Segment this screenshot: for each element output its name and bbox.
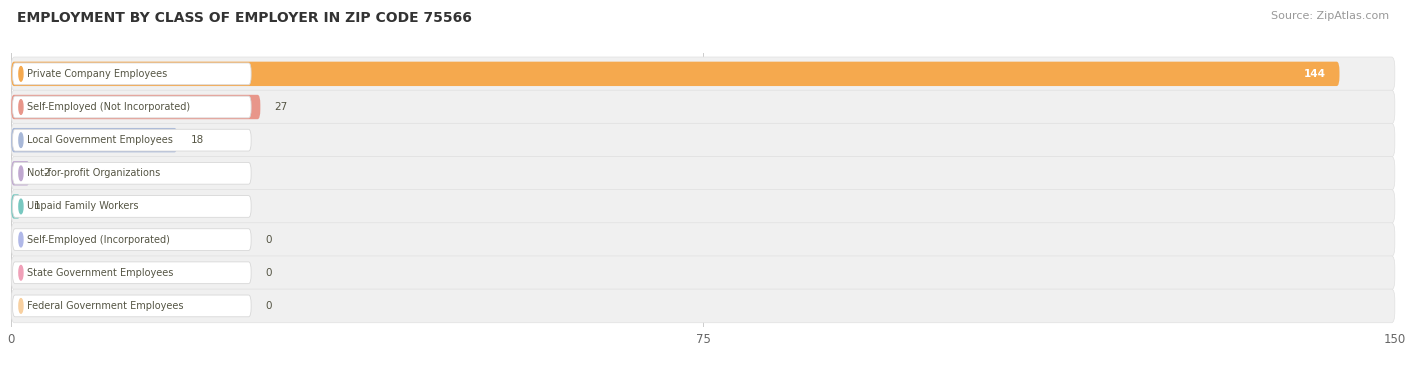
Text: 0: 0 <box>264 301 271 311</box>
Circle shape <box>18 133 22 147</box>
FancyBboxPatch shape <box>13 262 252 284</box>
FancyBboxPatch shape <box>13 229 252 250</box>
Circle shape <box>18 67 22 81</box>
Text: Unpaid Family Workers: Unpaid Family Workers <box>27 202 139 211</box>
Text: 27: 27 <box>274 102 287 112</box>
Text: 0: 0 <box>264 268 271 278</box>
FancyBboxPatch shape <box>11 156 1395 190</box>
Circle shape <box>18 199 22 214</box>
Text: Local Government Employees: Local Government Employees <box>27 135 173 145</box>
Text: 144: 144 <box>1303 69 1326 79</box>
FancyBboxPatch shape <box>13 162 252 184</box>
Circle shape <box>18 299 22 313</box>
FancyBboxPatch shape <box>11 190 1395 223</box>
FancyBboxPatch shape <box>11 256 1395 290</box>
FancyBboxPatch shape <box>11 62 1340 86</box>
FancyBboxPatch shape <box>11 289 1395 323</box>
FancyBboxPatch shape <box>11 161 30 185</box>
FancyBboxPatch shape <box>13 63 252 85</box>
FancyBboxPatch shape <box>13 295 252 317</box>
FancyBboxPatch shape <box>11 95 260 119</box>
Text: Self-Employed (Incorporated): Self-Employed (Incorporated) <box>27 235 170 245</box>
Text: 0: 0 <box>264 235 271 245</box>
Circle shape <box>18 232 22 247</box>
Text: 1: 1 <box>34 202 41 211</box>
FancyBboxPatch shape <box>13 129 252 151</box>
Text: 18: 18 <box>191 135 204 145</box>
FancyBboxPatch shape <box>11 223 1395 256</box>
FancyBboxPatch shape <box>11 128 177 152</box>
Circle shape <box>18 100 22 114</box>
FancyBboxPatch shape <box>13 196 252 217</box>
Text: 2: 2 <box>44 168 51 178</box>
Text: Federal Government Employees: Federal Government Employees <box>27 301 184 311</box>
FancyBboxPatch shape <box>11 194 21 219</box>
Text: Not-for-profit Organizations: Not-for-profit Organizations <box>27 168 160 178</box>
Text: EMPLOYMENT BY CLASS OF EMPLOYER IN ZIP CODE 75566: EMPLOYMENT BY CLASS OF EMPLOYER IN ZIP C… <box>17 11 472 25</box>
Text: State Government Employees: State Government Employees <box>27 268 174 278</box>
FancyBboxPatch shape <box>11 123 1395 157</box>
FancyBboxPatch shape <box>13 96 252 118</box>
Circle shape <box>18 265 22 280</box>
FancyBboxPatch shape <box>11 90 1395 124</box>
Circle shape <box>18 166 22 180</box>
Text: Source: ZipAtlas.com: Source: ZipAtlas.com <box>1271 11 1389 21</box>
Text: Self-Employed (Not Incorporated): Self-Employed (Not Incorporated) <box>27 102 191 112</box>
Text: Private Company Employees: Private Company Employees <box>27 69 167 79</box>
FancyBboxPatch shape <box>11 57 1395 91</box>
